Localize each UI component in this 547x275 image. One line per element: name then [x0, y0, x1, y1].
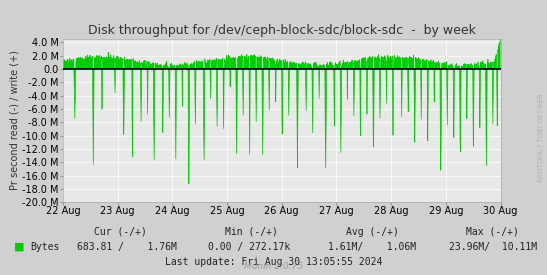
Text: 683.81 /    1.76M: 683.81 / 1.76M: [77, 242, 177, 252]
Text: Cur (-/+): Cur (-/+): [94, 227, 147, 237]
Text: Avg (-/+): Avg (-/+): [346, 227, 398, 237]
Y-axis label: Pr second read (-) / write (+): Pr second read (-) / write (+): [9, 50, 19, 190]
Text: RRDTOOL / TOBI OETIKER: RRDTOOL / TOBI OETIKER: [538, 93, 544, 182]
Text: Last update: Fri Aug 30 13:05:55 2024: Last update: Fri Aug 30 13:05:55 2024: [165, 257, 382, 267]
Text: Min (-/+): Min (-/+): [225, 227, 278, 237]
Text: 0.00 / 272.17k: 0.00 / 272.17k: [208, 242, 290, 252]
Title: Disk throughput for /dev/ceph-block-sdc/block-sdc  -  by week: Disk throughput for /dev/ceph-block-sdc/…: [88, 24, 476, 37]
Text: Munin 2.0.75: Munin 2.0.75: [244, 262, 303, 271]
Text: ■: ■: [14, 242, 24, 252]
Text: Bytes: Bytes: [30, 242, 60, 252]
Text: 23.96M/  10.11M: 23.96M/ 10.11M: [449, 242, 537, 252]
Text: 1.61M/    1.06M: 1.61M/ 1.06M: [328, 242, 416, 252]
Text: Max (-/+): Max (-/+): [466, 227, 519, 237]
